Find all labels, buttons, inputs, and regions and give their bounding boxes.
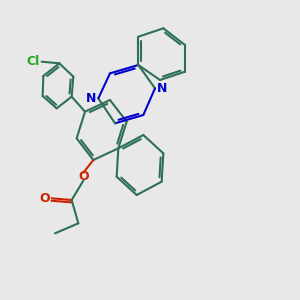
Text: N: N	[157, 82, 167, 95]
Text: O: O	[78, 170, 88, 183]
Text: Cl: Cl	[26, 55, 40, 68]
Text: O: O	[39, 192, 50, 205]
Text: N: N	[86, 92, 96, 105]
